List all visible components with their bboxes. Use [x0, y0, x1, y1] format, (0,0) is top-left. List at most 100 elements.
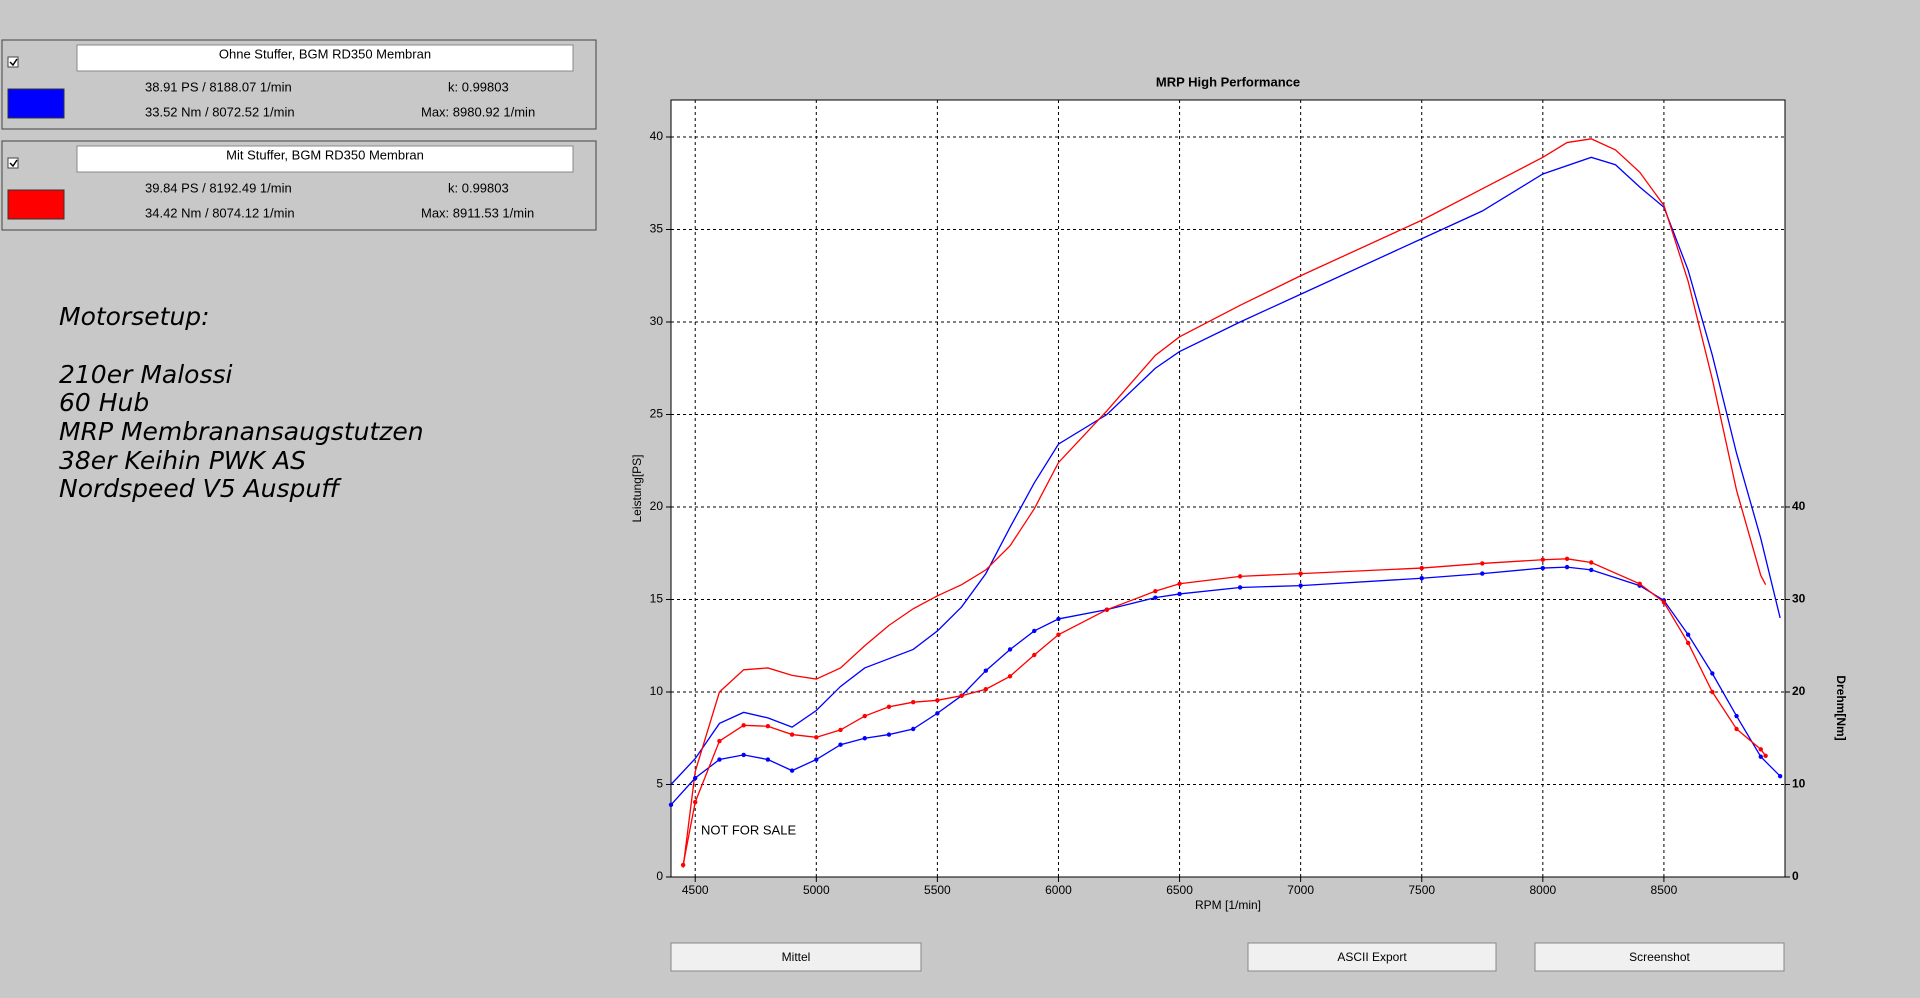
- data-point: [789, 768, 795, 773]
- button[interactable]: [1534, 942, 1785, 972]
- button[interactable]: [670, 942, 922, 972]
- checkmark: [9, 58, 18, 67]
- data-point: [1564, 556, 1570, 561]
- data-point: [1056, 616, 1061, 622]
- data-point: [741, 723, 746, 728]
- data-point: [1758, 747, 1763, 752]
- data-point: [1763, 753, 1768, 759]
- x-tick-label: 5500: [924, 883, 951, 897]
- torque-stat: 33.52 Nm / 8072.52 1/min: [145, 104, 295, 119]
- k-stat: k: 0.99803: [448, 180, 509, 195]
- y-axis-label: Leistung[PS]: [630, 454, 644, 522]
- data-point: [1419, 565, 1424, 571]
- setup-note: 60 Hub: [59, 388, 149, 417]
- data-point: [1153, 595, 1158, 600]
- run-name-field[interactable]: [76, 145, 574, 173]
- button-label: Screenshot: [1629, 950, 1690, 964]
- data-line: [682, 138, 1767, 868]
- data-point: [1685, 640, 1691, 646]
- max-stat: Max: 8911.53 1/min: [421, 205, 534, 220]
- data-line: [670, 156, 1781, 785]
- data-point: [1298, 571, 1303, 576]
- y-tick-label: 25: [650, 407, 664, 421]
- data-point: [1777, 773, 1783, 779]
- k-stat: k: 0.99803: [448, 79, 509, 94]
- data-point: [1104, 607, 1110, 612]
- checkbox[interactable]: [7, 56, 19, 68]
- color-swatch[interactable]: [7, 88, 65, 119]
- data-point: [886, 704, 892, 709]
- run-name-field[interactable]: [76, 44, 574, 72]
- y2-tick-label: 20: [1792, 684, 1806, 698]
- data-point: [1177, 591, 1182, 597]
- button[interactable]: [1247, 942, 1497, 972]
- data-point: [1758, 754, 1763, 759]
- data-point: [1710, 689, 1715, 695]
- data-point: [1661, 600, 1667, 605]
- data-point: [1153, 588, 1158, 594]
- data-point: [1589, 560, 1594, 565]
- button-label: Mittel: [782, 950, 811, 964]
- data-point: [983, 668, 989, 673]
- data-point: [668, 802, 674, 808]
- data-point: [1734, 726, 1739, 732]
- data-point: [693, 775, 698, 781]
- run-name: Mit Stuffer, BGM RD350 Membran: [226, 147, 424, 162]
- annotation: NOT FOR SALE: [701, 822, 796, 837]
- y-tick-label: 10: [650, 684, 664, 698]
- setup-note: 38er Keihin PWK AS: [59, 446, 306, 475]
- data-point: [838, 727, 843, 733]
- data-point: [1007, 647, 1013, 652]
- data-point: [983, 687, 989, 692]
- x-tick-label: 7500: [1408, 883, 1435, 897]
- data-point: [862, 736, 867, 741]
- data-point: [1298, 583, 1303, 588]
- data-point: [814, 757, 819, 762]
- data-point: [1540, 557, 1546, 562]
- data-point: [935, 711, 940, 716]
- y-tick-label: 15: [650, 592, 664, 606]
- data-point: [1564, 564, 1570, 570]
- checkbox[interactable]: [7, 157, 19, 169]
- data-point: [1589, 567, 1594, 573]
- color-swatch[interactable]: [7, 189, 65, 220]
- data-point: [1007, 674, 1013, 679]
- y-tick-label: 20: [650, 499, 664, 513]
- data-point: [1637, 581, 1642, 586]
- data-point: [1734, 713, 1739, 719]
- y-tick-label: 40: [650, 129, 664, 143]
- setup-note: MRP Membranansaugstutzen: [59, 417, 424, 446]
- checkmark: [9, 159, 18, 168]
- y-tick-label: 5: [656, 777, 663, 791]
- data-point: [1710, 671, 1715, 676]
- data-point: [765, 724, 771, 729]
- max-stat: Max: 8980.92 1/min: [421, 104, 535, 119]
- setup-note: Motorsetup:: [59, 302, 210, 331]
- data-point: [1177, 581, 1182, 586]
- y-tick-label: 0: [656, 869, 663, 883]
- button-label: ASCII Export: [1337, 950, 1407, 964]
- y2-tick-label: 10: [1792, 777, 1806, 791]
- data-point: [789, 732, 795, 737]
- x-tick-label: 6000: [1045, 883, 1072, 897]
- data-point: [935, 698, 940, 703]
- plot-area: [670, 99, 1786, 878]
- data-point: [680, 862, 686, 868]
- torque-stat: 34.42 Nm / 8074.12 1/min: [145, 205, 295, 220]
- setup-note: 210er Malossi: [59, 360, 233, 389]
- data-point: [910, 699, 916, 705]
- x-tick-label: 8500: [1651, 883, 1678, 897]
- y2-axis-label: Drehm[Nm]: [1834, 675, 1848, 740]
- data-point: [741, 752, 746, 758]
- data-point: [693, 799, 698, 805]
- x-tick-label: 4500: [682, 883, 709, 897]
- x-tick-label: 8000: [1529, 883, 1556, 897]
- data-point: [886, 732, 892, 737]
- y2-tick-label: 0: [1792, 869, 1799, 883]
- data-point: [1540, 565, 1546, 571]
- data-point: [1032, 652, 1037, 658]
- power-stat: 38.91 PS / 8188.07 1/min: [145, 79, 292, 94]
- data-point: [1685, 632, 1691, 637]
- y2-tick-label: 40: [1792, 499, 1806, 513]
